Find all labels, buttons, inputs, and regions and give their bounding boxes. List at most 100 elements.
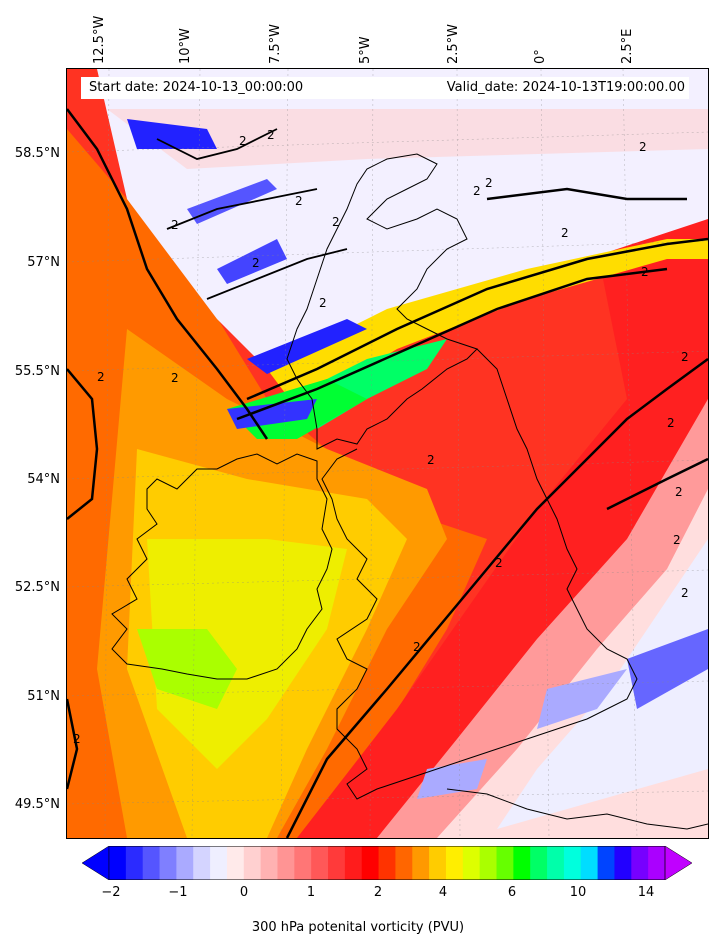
colorbar-segment — [210, 846, 228, 880]
contour-label: 2 — [73, 732, 81, 746]
info-bar: Start date: 2024-10-13_00:00:00 Valid_da… — [81, 77, 689, 99]
colorbar-tick-label: 10 — [569, 885, 587, 900]
contour-label: 2 — [641, 265, 649, 279]
contour-label: 2 — [495, 556, 503, 570]
start-date-label: Start date: 2024-10-13_00:00:00 — [89, 80, 304, 95]
pv-2-contours — [67, 108, 708, 838]
colorbar-segment — [193, 846, 211, 880]
colorbar-segment — [378, 846, 396, 880]
colorbar-segment — [631, 846, 649, 880]
colorbar-border — [108, 846, 666, 880]
colorbar-segment — [513, 846, 531, 880]
contour-line — [486, 187, 687, 201]
contour-line — [246, 237, 708, 401]
colorbar-tick-label: 0 — [239, 885, 249, 900]
field-yellow-core — [147, 539, 347, 769]
colorbar-segment — [580, 846, 599, 880]
contour-label: 2 — [427, 453, 435, 467]
colorbar-segment — [648, 846, 666, 880]
contour-label: 2 — [485, 176, 493, 190]
colorbar-segment — [125, 846, 144, 880]
field-blue-band — [217, 239, 287, 284]
contour-label: 2 — [675, 485, 683, 499]
field-blue-streak — [627, 629, 708, 709]
longitude-label: 0° — [533, 49, 548, 64]
colorbar-tick-label: −2 — [101, 885, 121, 900]
scotland-coast — [286, 153, 478, 450]
colorbar-segment — [226, 846, 245, 880]
colorbar-segment — [260, 846, 278, 880]
colorbar-segment — [462, 846, 481, 880]
colorbar-segment — [445, 846, 464, 880]
latitude-label: 49.5°N — [14, 797, 60, 812]
contour-label: 2 — [681, 586, 689, 600]
valid-date-label: Valid_date: 2024-10-13T19:00:00.00 — [446, 80, 685, 95]
colorbar-segment — [614, 846, 632, 880]
colorbar-segment — [563, 846, 582, 880]
field-pale-band — [497, 539, 708, 829]
latitude-label: 52.5°N — [14, 580, 60, 595]
colorbar-segment — [530, 846, 548, 880]
colorbar-segment — [142, 846, 161, 880]
contour-label: 2 — [295, 194, 303, 208]
longitude-label: 5°W — [358, 36, 373, 64]
latitude-label: 58.5°N — [14, 146, 60, 161]
colorbar-segment — [328, 846, 346, 880]
colorbar-segment — [243, 846, 262, 880]
contour-line — [67, 108, 269, 440]
colorbar-segment — [547, 846, 565, 880]
colorbar-segment — [159, 846, 177, 880]
latitude-label: 51°N — [27, 689, 60, 704]
colorbar-tick-label: 1 — [306, 885, 316, 900]
contour-label: 2 — [239, 134, 247, 148]
longitude-label: 7.5°W — [268, 23, 283, 64]
contour-label: 2 — [171, 371, 179, 385]
field-blue-band — [247, 319, 367, 374]
contour-line — [166, 188, 318, 230]
colorbar-extend-max — [664, 846, 692, 880]
colorbar-segment — [479, 846, 498, 880]
contour-label: 2 — [267, 128, 275, 142]
latitude-label: 57°N — [27, 255, 60, 270]
england-wales-coast — [321, 348, 638, 800]
contour-label: 2 — [413, 640, 421, 654]
field-blue-band — [227, 399, 317, 429]
contour-label: 2 — [473, 184, 481, 198]
field-blue-streak — [537, 669, 627, 729]
colorbar-segment — [311, 846, 329, 880]
colorbar-tick-label: 2 — [373, 885, 383, 900]
longitude-label: 12.5°W — [92, 15, 107, 64]
colorbar — [82, 846, 692, 880]
contour-label: 2 — [667, 416, 675, 430]
colorbar-segment — [109, 846, 127, 880]
contour-line — [206, 248, 348, 300]
colorbar-segment — [361, 846, 380, 880]
latitude-label: 54°N — [27, 472, 60, 487]
field-north-pink — [107, 109, 708, 169]
contour-label: 2 — [319, 296, 327, 310]
france-coast — [446, 788, 708, 830]
colorbar-tick-label: 4 — [438, 885, 448, 900]
contour-line — [285, 357, 708, 838]
colorbar-segment — [412, 846, 430, 880]
colorbar-tick-label: 14 — [637, 885, 655, 900]
colorbar-segment — [496, 846, 514, 880]
coastlines — [111, 153, 708, 830]
colorbar-segment — [344, 846, 363, 880]
ireland-coast — [111, 453, 333, 680]
latitude-label: 55.5°N — [14, 364, 60, 379]
contour-label: 2 — [97, 370, 105, 384]
contour-label: 2 — [673, 533, 681, 547]
contour-line — [156, 128, 278, 160]
colorbar-tick-label: 6 — [507, 885, 517, 900]
longitude-label: 10°W — [178, 28, 193, 64]
contour-line — [67, 368, 99, 520]
colorbar-segment — [429, 846, 447, 880]
contour-line — [67, 698, 79, 790]
contour-line — [606, 457, 708, 511]
colorbar-segment — [294, 846, 312, 880]
colorbar-segment — [277, 846, 295, 880]
